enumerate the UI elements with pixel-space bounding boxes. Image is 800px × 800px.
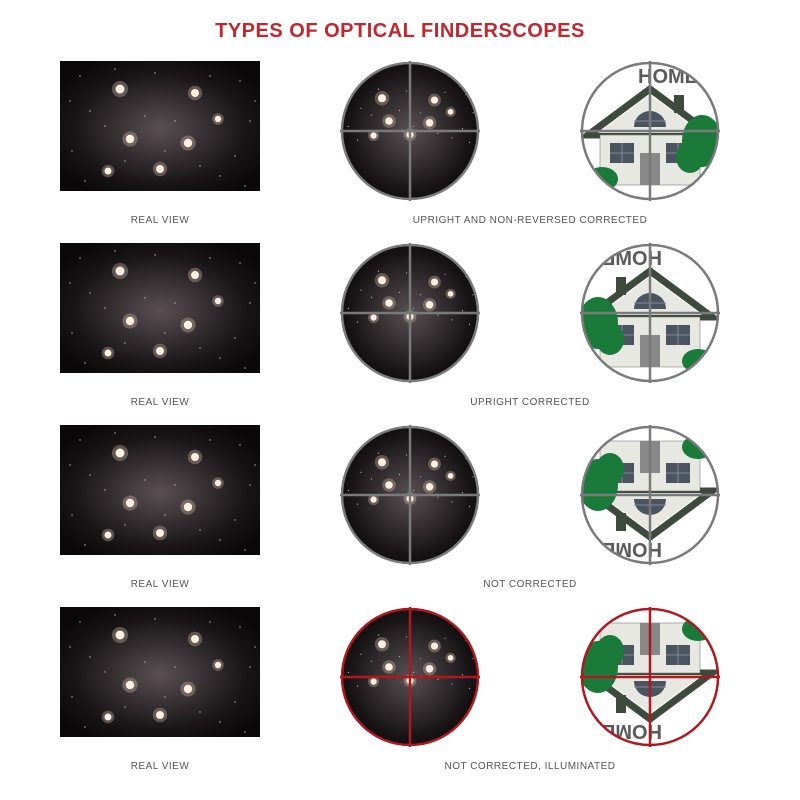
real-view-cell <box>50 607 270 747</box>
svg-text:HOME: HOME <box>602 720 662 742</box>
scope-house-cell: HOME <box>550 607 750 747</box>
svg-text:HOME: HOME <box>638 66 698 88</box>
starfield-rect <box>60 425 260 555</box>
scope-starfield <box>340 243 480 383</box>
svg-text:HOME: HOME <box>602 248 662 270</box>
real-view-label: REAL VIEW <box>50 579 270 601</box>
scope-type-label: UPRIGHT CORRECTED <box>310 397 750 419</box>
scope-view-cell <box>310 607 510 747</box>
scope-starfield <box>340 425 480 565</box>
scope-house: HOME <box>580 607 720 747</box>
real-view-label: REAL VIEW <box>50 215 270 237</box>
real-view-cell <box>50 61 270 201</box>
scope-starfield <box>340 607 480 747</box>
real-view-label: REAL VIEW <box>50 397 270 419</box>
scope-type-label: NOT CORRECTED <box>310 579 750 601</box>
starfield-rect <box>60 61 260 191</box>
starfield-rect <box>60 243 260 373</box>
svg-text:HOME: HOME <box>602 538 662 560</box>
real-view-cell <box>50 243 270 383</box>
scope-house: HOME <box>580 243 720 383</box>
scope-house: HOME <box>580 425 720 565</box>
scope-house-cell: HOME <box>550 61 750 201</box>
scope-view-cell <box>310 425 510 565</box>
scope-starfield <box>340 61 480 201</box>
scope-view-cell <box>310 61 510 201</box>
page-title: TYPES OF OPTICAL FINDERSCOPES <box>40 20 760 43</box>
scope-type-label: UPRIGHT AND NON-REVERSED CORRECTED <box>310 215 750 237</box>
real-view-label: REAL VIEW <box>50 761 270 783</box>
scope-type-label: NOT CORRECTED, ILLUMINATED <box>310 761 750 783</box>
real-view-cell <box>50 425 270 565</box>
scope-house-cell: HOME <box>550 425 750 565</box>
starfield-rect <box>60 607 260 737</box>
scope-view-cell <box>310 243 510 383</box>
scope-house-cell: HOME <box>550 243 750 383</box>
scope-house: HOME <box>580 61 720 201</box>
infographic-grid: REAL VIEW HOME <box>40 61 760 783</box>
